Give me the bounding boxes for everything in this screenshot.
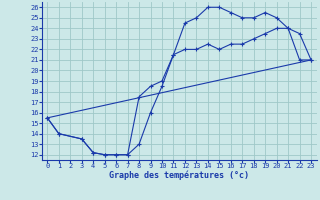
X-axis label: Graphe des températures (°c): Graphe des températures (°c): [109, 170, 249, 180]
